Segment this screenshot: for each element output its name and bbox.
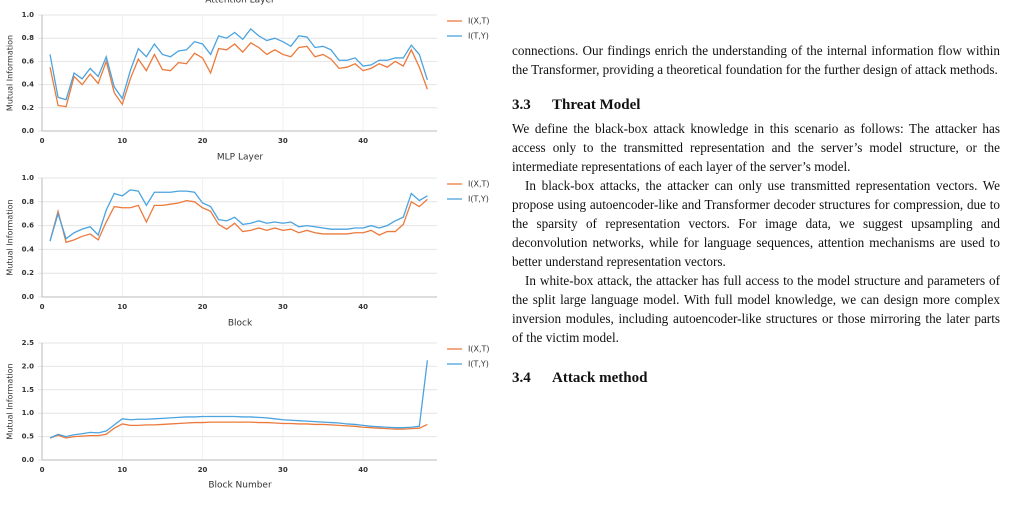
- y-axis-label: Mutual Information: [6, 35, 15, 111]
- y-tick-label: 0.8: [22, 34, 35, 42]
- x-tick-label: 30: [278, 137, 288, 145]
- legend-label: I(T,Y): [468, 32, 489, 41]
- y-axis-label: Mutual Information: [6, 199, 15, 275]
- text-column: connections. Our findings enrich the und…: [512, 41, 1000, 392]
- x-tick-label: 20: [198, 466, 208, 474]
- section-number: 3.4: [512, 370, 531, 386]
- y-tick-label: 0.0: [22, 293, 35, 301]
- y-tick-label: 0.6: [22, 57, 35, 65]
- y-tick-label: 0.4: [22, 81, 35, 89]
- y-tick-label: 1.0: [22, 409, 35, 417]
- x-tick-label: 0: [40, 466, 45, 474]
- y-tick-label: 0.6: [22, 222, 35, 230]
- y-axis-label: Mutual Information: [6, 363, 15, 439]
- paragraph: We define the black-box attack knowledge…: [512, 121, 1000, 174]
- data-line: [49, 189, 428, 242]
- section-number: 3.3: [512, 97, 531, 113]
- legend-label: I(X,T): [468, 345, 490, 354]
- x-tick-label: 20: [198, 303, 208, 311]
- x-tick-label: 0: [40, 303, 45, 311]
- x-tick-label: 0: [40, 137, 45, 145]
- y-tick-label: 0.2: [22, 269, 35, 277]
- x-tick-label: 30: [278, 303, 288, 311]
- section-title: Threat Model: [552, 97, 641, 113]
- y-tick-label: 2.5: [22, 339, 35, 347]
- y-tick-label: 0.0: [22, 456, 35, 464]
- chart-title: Block: [228, 319, 253, 329]
- legend-label: I(X,T): [468, 17, 490, 26]
- x-tick-label: 20: [198, 137, 208, 145]
- legend-label: I(X,T): [468, 180, 490, 189]
- legend-label: I(T,Y): [468, 360, 489, 369]
- y-tick-label: 1.0: [22, 11, 35, 19]
- figure: Attention Layer 0.0 0.2 0.4 0.6 0.8 1.0 0 10 20 30…: [6, 0, 490, 491]
- y-tick-label: 1.5: [22, 386, 35, 394]
- y-tick-label: 0.0: [22, 127, 35, 135]
- x-tick-label: 10: [117, 303, 127, 311]
- x-tick-label: 10: [117, 137, 127, 145]
- paragraph: In black-box attacks, the attacker can o…: [512, 178, 1000, 269]
- section-heading: 3.4 Attack method: [512, 369, 1000, 388]
- data-line: [49, 198, 428, 244]
- section-heading: 3.3 Threat Model: [512, 96, 1000, 115]
- chart-title: MLP Layer: [217, 153, 263, 163]
- y-tick-label: 2.0: [22, 362, 35, 370]
- data-line: [49, 421, 428, 439]
- chart-title: Attention Layer: [205, 0, 275, 6]
- data-line: [49, 27, 428, 101]
- y-tick-label: 0.5: [22, 433, 35, 441]
- data-line: [49, 360, 429, 439]
- paragraph: connections. Our findings enrich the und…: [512, 43, 1000, 77]
- y-tick-label: 0.2: [22, 104, 35, 112]
- paragraph: In white-box attack, the attacker has fu…: [512, 273, 1000, 345]
- x-axis-label: Block Number: [208, 481, 272, 491]
- data-line: [49, 42, 428, 108]
- y-tick-label: 0.4: [22, 245, 35, 253]
- legend-label: I(T,Y): [468, 195, 489, 204]
- y-tick-label: 1.0: [22, 174, 35, 182]
- section-title: Attack method: [552, 370, 648, 386]
- y-tick-label: 0.8: [22, 198, 35, 206]
- x-tick-label: 40: [358, 303, 368, 311]
- x-tick-label: 10: [117, 466, 127, 474]
- x-tick-label: 40: [358, 137, 368, 145]
- x-tick-label: 30: [278, 466, 288, 474]
- x-tick-label: 40: [358, 466, 368, 474]
